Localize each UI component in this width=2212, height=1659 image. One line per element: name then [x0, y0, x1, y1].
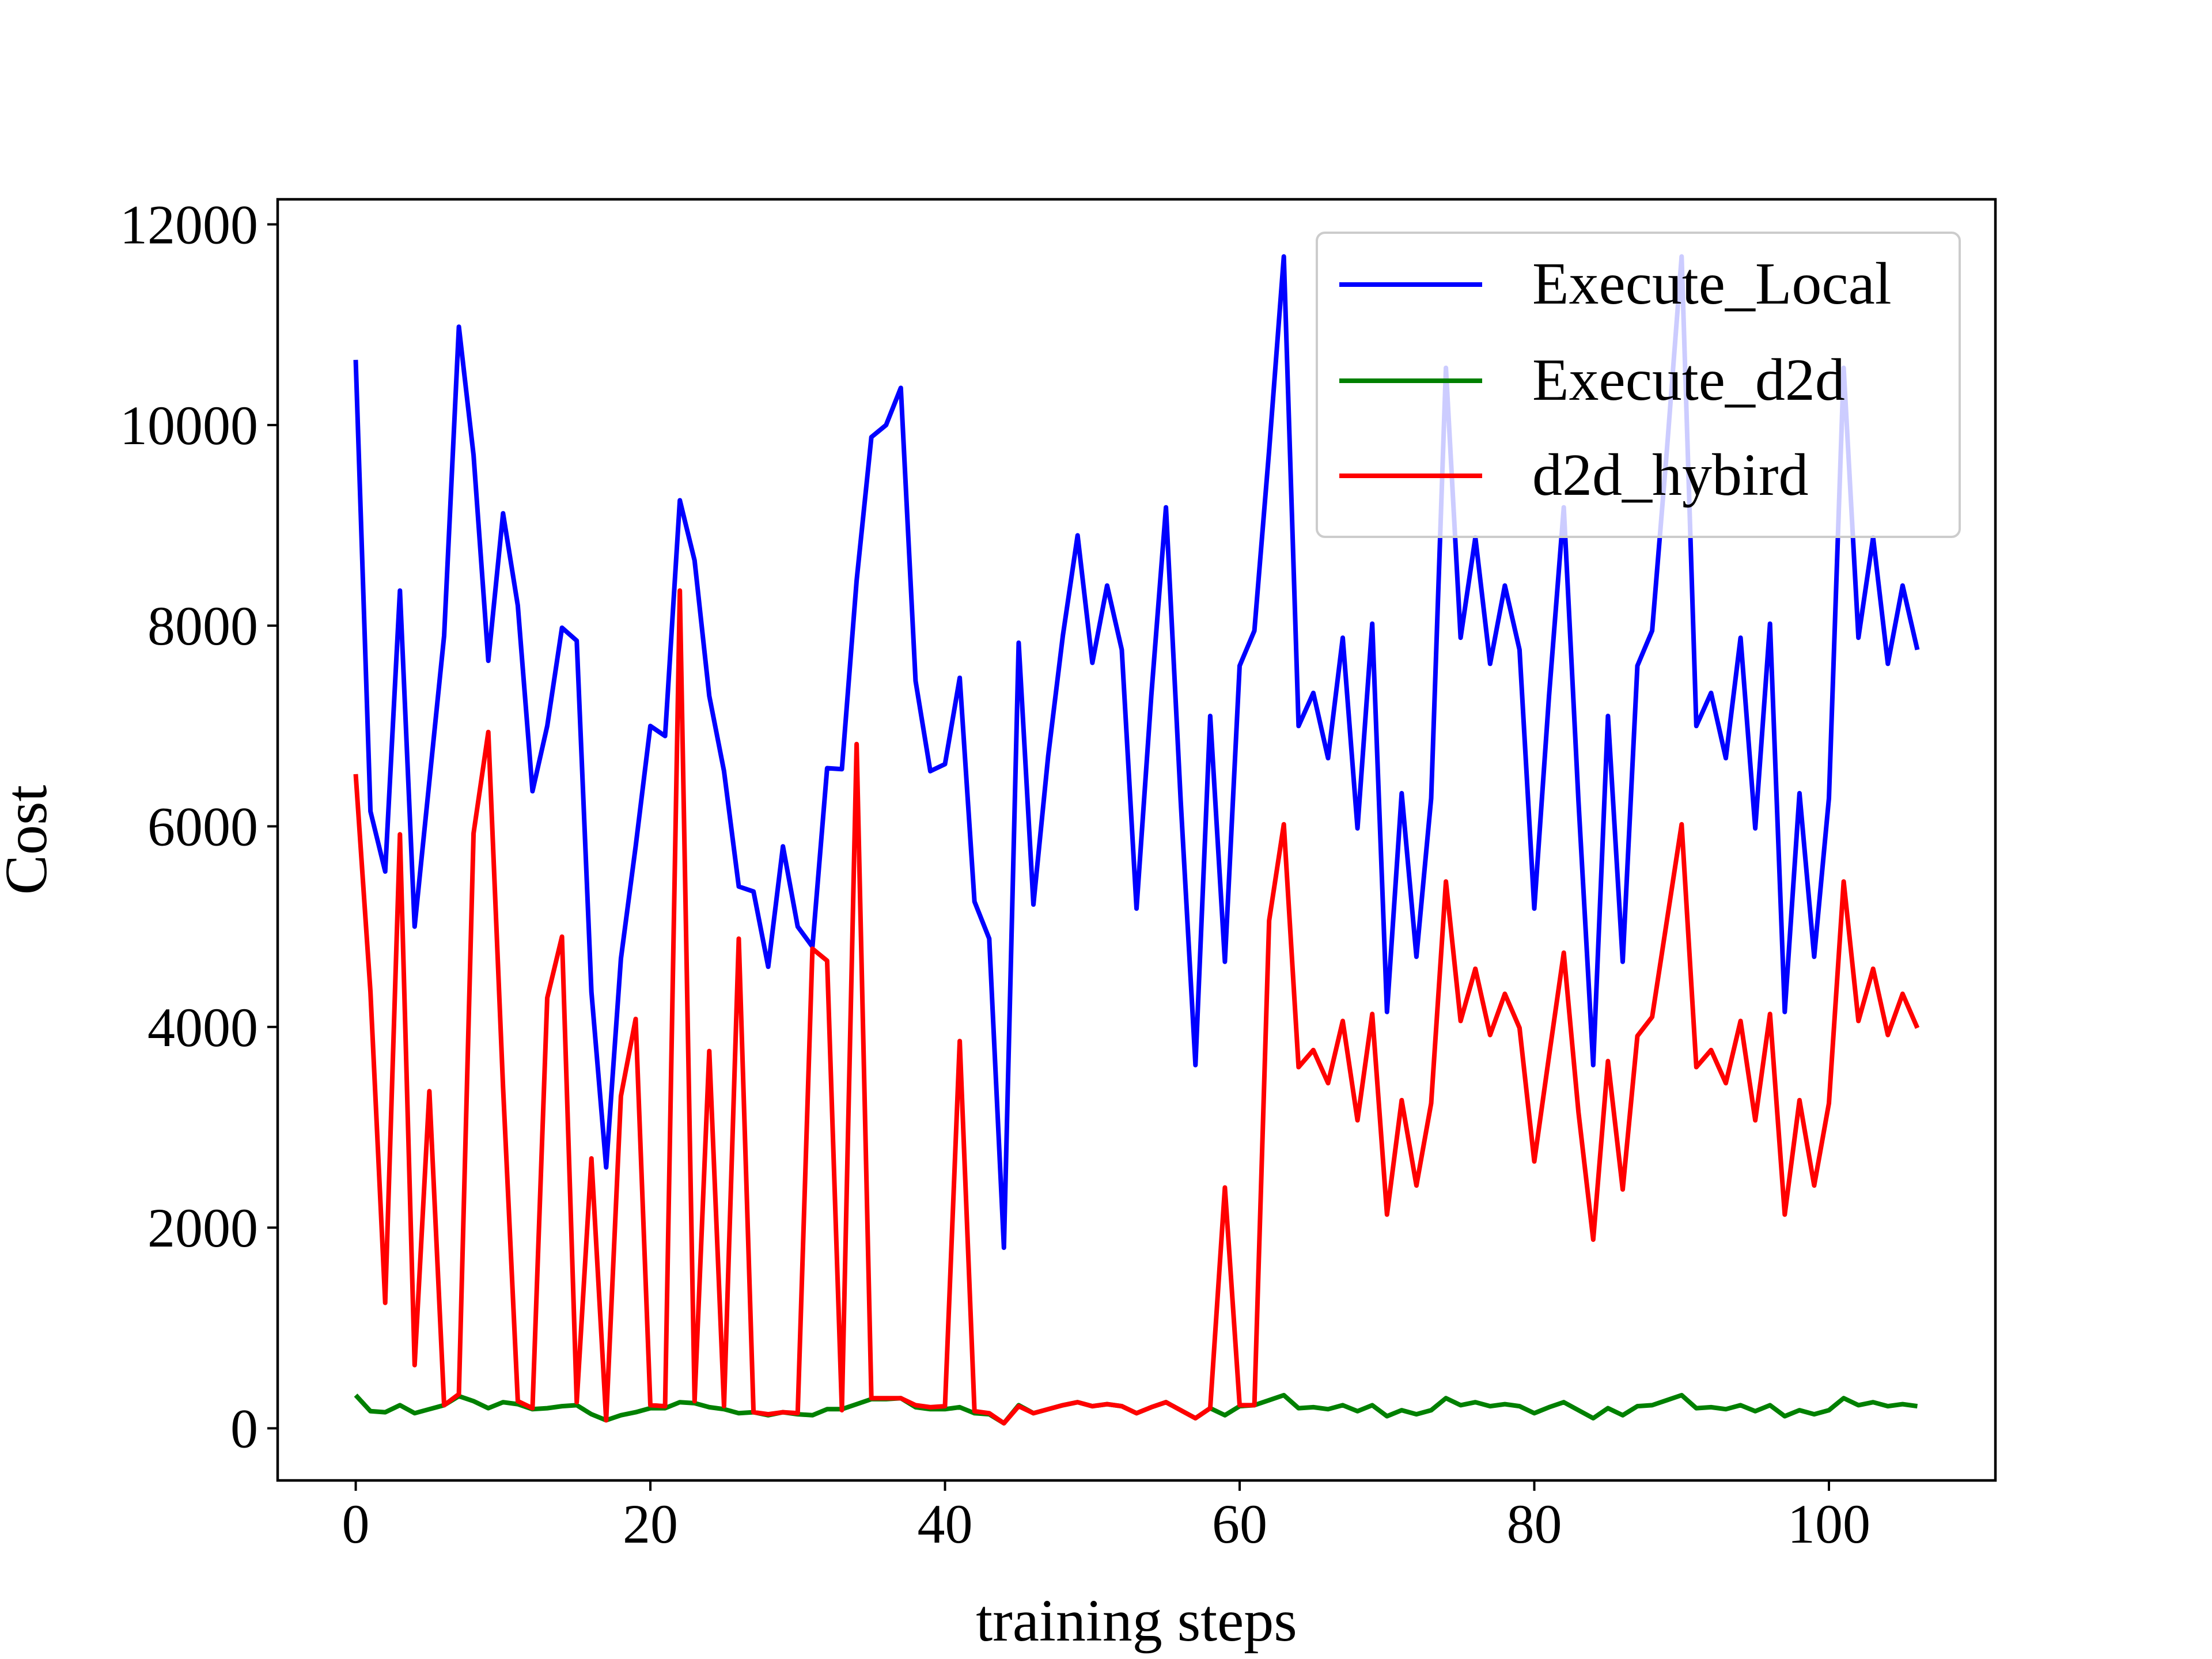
legend-label-d2d-hybird: d2d_hybird: [1532, 442, 1809, 508]
x-tick-label: 40: [918, 1493, 973, 1555]
x-tick-label: 100: [1787, 1493, 1870, 1555]
series-layer: [353, 254, 1920, 1426]
x-tick-label: 0: [342, 1493, 370, 1555]
legend-label-execute-d2d: Execute_d2d: [1532, 347, 1845, 413]
x-axis-label: training steps: [976, 1588, 1297, 1654]
legend-box: [1316, 232, 1961, 538]
x-tick-label: 60: [1212, 1493, 1267, 1555]
plot-frame: [276, 198, 1997, 1482]
series-line-d2d-hybird: [353, 588, 1920, 1426]
ticks-layer: 0 20 40 60 80 100 0 2000 4000 6000 8000 10000 12000: [120, 194, 1870, 1555]
x-tick-label: 80: [1507, 1493, 1562, 1555]
y-tick-label: 10000: [120, 395, 258, 456]
legend-label-execute-local: Execute_Local: [1532, 251, 1892, 317]
y-tick-label: 8000: [147, 595, 258, 657]
x-tick-label: 20: [623, 1493, 678, 1555]
y-tick-label: 12000: [120, 194, 258, 256]
series-line-execute-local: [353, 254, 1920, 1250]
y-tick-label: 2000: [147, 1197, 258, 1259]
y-tick-label: 0: [230, 1397, 258, 1459]
legend: Execute_Local Execute_d2d d2d_hybird: [1316, 232, 1961, 538]
y-tick-label: 4000: [147, 997, 258, 1058]
y-axis-label: Cost: [0, 785, 59, 895]
y-tick-label: 6000: [147, 796, 258, 857]
